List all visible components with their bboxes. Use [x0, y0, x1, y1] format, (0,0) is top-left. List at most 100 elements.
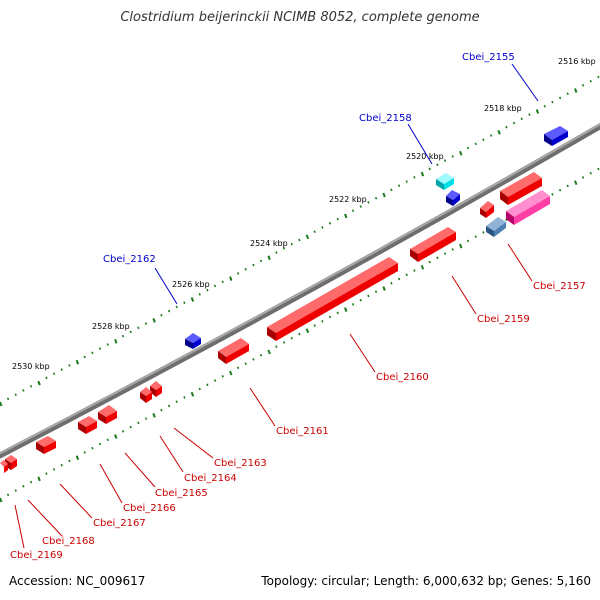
- minor-tick: [121, 430, 125, 433]
- major-tick: [152, 318, 156, 323]
- minor-tick: [581, 84, 585, 87]
- major-tick: [190, 297, 195, 302]
- minor-tick: [451, 155, 454, 158]
- minor-tick: [328, 221, 332, 225]
- minor-tick: [405, 273, 408, 277]
- major-tick: [574, 88, 578, 93]
- minor-tick: [221, 280, 224, 284]
- gene-label-cbei-2159[interactable]: Cbei_2159: [477, 314, 530, 325]
- minor-tick: [221, 375, 224, 378]
- gene-cbei-2160[interactable]: [267, 257, 398, 341]
- gene-label-cbei-2164[interactable]: Cbei_2164: [184, 473, 237, 484]
- major-tick: [382, 192, 386, 198]
- minor-tick: [175, 400, 178, 403]
- minor-tick: [597, 167, 600, 171]
- leader-cbei-2161: [249, 387, 276, 427]
- ruler-label: 2518 kbp: [484, 104, 522, 113]
- minor-tick: [321, 320, 324, 323]
- gene-cbei-2157-c[interactable]: [480, 201, 494, 218]
- minor-tick: [474, 235, 477, 238]
- gene-cbei-2157-d[interactable]: [486, 217, 506, 237]
- minor-tick: [106, 438, 109, 442]
- minor-tick: [428, 260, 431, 264]
- minor-tick: [144, 322, 148, 325]
- minor-tick: [282, 341, 286, 344]
- minor-tick: [466, 239, 470, 243]
- major-tick: [75, 455, 80, 461]
- ruler-label: 2520 kbp: [406, 152, 444, 161]
- minor-tick: [436, 256, 439, 260]
- gene-cbei-2169[interactable]: [0, 460, 8, 473]
- gene-label-cbei-2166[interactable]: Cbei_2166: [123, 503, 176, 514]
- minor-tick: [428, 167, 431, 171]
- leader-cbei-2155: [511, 63, 539, 102]
- minor-tick: [551, 100, 554, 104]
- minor-tick: [282, 247, 286, 250]
- minor-tick: [275, 251, 278, 254]
- gene-cbei-2165[interactable]: [98, 405, 117, 424]
- gene-cbei-2158[interactable]: [436, 173, 454, 190]
- minor-tick: [321, 226, 324, 229]
- minor-tick: [367, 294, 370, 298]
- minor-tick: [374, 196, 378, 200]
- minor-tick: [236, 366, 240, 370]
- minor-tick: [474, 142, 477, 146]
- minor-tick: [183, 301, 186, 304]
- minor-tick: [336, 311, 339, 315]
- gene-cbei-2164[interactable]: [140, 387, 152, 403]
- minor-tick: [252, 358, 255, 361]
- gene-label-cbei-2161[interactable]: Cbei_2161: [276, 426, 329, 437]
- major-tick: [420, 264, 425, 270]
- gene-label-cbei-2157[interactable]: Cbei_2157: [533, 281, 586, 292]
- minor-tick: [144, 417, 148, 420]
- minor-tick: [589, 79, 592, 83]
- minor-tick: [512, 121, 516, 125]
- minor-tick: [313, 230, 316, 233]
- gene-label-cbei-2167[interactable]: Cbei_2167: [93, 518, 146, 529]
- leader-cbei-2168: [27, 499, 63, 537]
- major-tick: [420, 171, 425, 177]
- gene-label-cbei-2165[interactable]: Cbei_2165: [155, 488, 208, 499]
- genome-summary-text: Topology: circular; Length: 6,000,632 bp…: [261, 574, 591, 588]
- minor-tick: [175, 305, 178, 309]
- gene-label-cbei-2160[interactable]: Cbei_2160: [376, 372, 429, 383]
- gene-label-cbei-2168[interactable]: Cbei_2168: [42, 536, 95, 547]
- minor-tick: [351, 303, 355, 306]
- gene-label-cbei-2163[interactable]: Cbei_2163: [214, 458, 267, 469]
- major-tick: [114, 434, 118, 439]
- gene-label-cbei-2158[interactable]: Cbei_2158: [359, 113, 412, 124]
- minor-tick: [83, 451, 86, 454]
- gene-cbei-2155[interactable]: [544, 126, 568, 146]
- minor-tick: [259, 259, 263, 263]
- minor-tick: [359, 298, 362, 302]
- minor-tick: [121, 334, 125, 338]
- gene-label-cbei-2155[interactable]: Cbei_2155: [462, 52, 515, 63]
- minor-tick: [68, 364, 71, 367]
- gene-cbei-2161[interactable]: [218, 338, 249, 364]
- minor-tick: [482, 138, 485, 141]
- gene-cbei-2157-b[interactable]: [506, 190, 550, 225]
- minor-tick: [14, 489, 17, 492]
- gene-cbei-2166[interactable]: [78, 416, 97, 434]
- minor-tick: [413, 269, 416, 272]
- minor-tick: [336, 217, 339, 221]
- major-tick: [114, 338, 118, 344]
- minor-tick: [482, 231, 485, 234]
- gene-cbei-2156[interactable]: [446, 190, 460, 206]
- gene-cbei-2157-a[interactable]: [500, 172, 542, 205]
- minor-tick: [558, 188, 562, 192]
- gene-cbei-2159[interactable]: [410, 227, 456, 262]
- gene-cbei-2167[interactable]: [36, 436, 56, 454]
- minor-tick: [566, 184, 569, 188]
- gene-cbei-2162[interactable]: [185, 333, 201, 349]
- major-tick: [152, 413, 156, 418]
- minor-tick: [14, 393, 17, 396]
- minor-tick: [581, 176, 585, 179]
- gene-label-cbei-2162[interactable]: Cbei_2162: [103, 254, 156, 265]
- minor-tick: [505, 125, 508, 129]
- gene-label-cbei-2169[interactable]: Cbei_2169: [10, 550, 63, 561]
- gene-cbei-2163[interactable]: [150, 381, 162, 397]
- minor-tick: [313, 324, 316, 327]
- minor-tick: [551, 193, 554, 196]
